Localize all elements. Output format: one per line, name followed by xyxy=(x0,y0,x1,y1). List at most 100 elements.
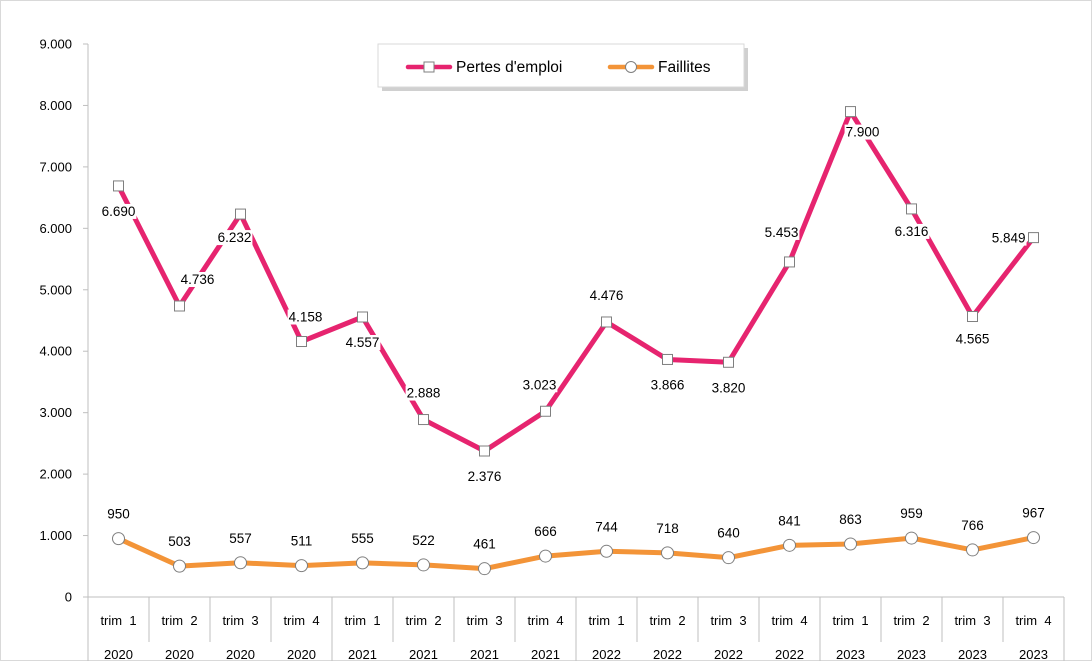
data-label-bg xyxy=(167,534,192,550)
data-point-pertes xyxy=(723,356,734,368)
y-tick-label: 0 xyxy=(65,590,72,605)
data-point-faillites xyxy=(356,556,369,570)
data-point-faillites xyxy=(905,531,918,545)
data-label-faillites: 863 xyxy=(839,512,862,527)
x-tick-label-quarter: trim 1 xyxy=(588,613,624,628)
data-label-bg xyxy=(763,224,800,240)
data-label-bg xyxy=(216,230,253,246)
data-point-faillites xyxy=(478,562,491,576)
x-tick-label-quarter: trim 4 xyxy=(283,613,319,628)
data-label-pertes: 7.900 xyxy=(846,125,880,140)
data-label-bg xyxy=(350,530,375,546)
data-label-faillites: 666 xyxy=(534,524,557,539)
data-label-pertes: 4.476 xyxy=(590,288,624,303)
data-label-faillites: 950 xyxy=(107,507,130,522)
x-tick-label-quarter: trim 3 xyxy=(710,613,746,628)
data-label-faillites: 557 xyxy=(229,531,252,546)
x-tick-label-quarter: trim 2 xyxy=(405,613,441,628)
data-label-faillites: 967 xyxy=(1022,506,1045,521)
x-tick-label-year: 2021 xyxy=(470,647,499,661)
x-tick-label-quarter: trim 3 xyxy=(954,613,990,628)
data-label-faillites: 744 xyxy=(595,519,618,534)
x-tick-label-quarter: trim 2 xyxy=(161,613,197,628)
data-label-bg xyxy=(844,124,881,140)
data-label-bg xyxy=(594,519,620,535)
data-label-bg xyxy=(106,506,131,522)
y-tick-label: 9.000 xyxy=(39,37,72,52)
data-label-bg xyxy=(521,377,558,393)
data-point-pertes xyxy=(906,203,917,215)
data-label-bg xyxy=(411,532,436,548)
data-label-bg xyxy=(710,380,747,396)
data-point-faillites xyxy=(234,556,247,570)
x-tick-label-year: 2020 xyxy=(287,647,316,661)
data-point-pertes xyxy=(418,414,429,426)
data-label-bg xyxy=(179,271,216,287)
legend-marker-faillites xyxy=(625,61,637,73)
x-tick-label-quarter: trim 1 xyxy=(344,613,380,628)
data-point-pertes xyxy=(662,353,673,365)
x-tick-label-quarter: trim 3 xyxy=(222,613,258,628)
x-tick-label-year: 2023 xyxy=(1019,647,1048,661)
data-label-faillites: 555 xyxy=(351,531,374,546)
data-label-pertes: 4.158 xyxy=(289,310,323,325)
data-point-pertes xyxy=(479,445,490,457)
data-label-pertes: 6.232 xyxy=(218,230,252,245)
x-tick-label-quarter: trim 4 xyxy=(527,613,563,628)
x-tick-label-quarter: trim 2 xyxy=(649,613,685,628)
y-tick-label: 2.000 xyxy=(39,467,72,482)
y-tick-label: 3.000 xyxy=(39,405,72,420)
data-point-faillites xyxy=(539,549,552,563)
data-label-bg xyxy=(716,525,741,541)
data-point-pertes xyxy=(784,256,795,268)
data-label-bg xyxy=(990,230,1027,246)
data-point-pertes xyxy=(296,336,307,348)
x-tick-label-year: 2020 xyxy=(226,647,255,661)
x-tick-label-year: 2020 xyxy=(165,647,194,661)
data-label-bg xyxy=(533,524,558,540)
data-point-pertes xyxy=(174,300,185,312)
data-point-pertes xyxy=(540,405,551,417)
data-label-pertes: 4.565 xyxy=(956,332,990,347)
x-tick-label-year: 2021 xyxy=(531,647,560,661)
data-point-pertes xyxy=(1028,232,1039,244)
y-tick-label: 4.000 xyxy=(39,344,72,359)
legend-label-pertes: Pertes d'emploi xyxy=(456,59,562,76)
data-point-faillites xyxy=(783,538,796,552)
data-label-faillites: 718 xyxy=(656,521,679,536)
data-label-pertes: 3.023 xyxy=(523,377,557,392)
x-tick-label-year: 2021 xyxy=(409,647,438,661)
data-label-pertes: 6.690 xyxy=(102,204,136,219)
x-tick-label-year: 2023 xyxy=(836,647,865,661)
x-tick-label-year: 2022 xyxy=(653,647,682,661)
legend-label-faillites: Faillites xyxy=(658,59,711,76)
data-point-faillites xyxy=(600,544,613,558)
x-tick-label-quarter: trim 1 xyxy=(832,613,868,628)
data-label-bg xyxy=(649,377,686,393)
data-label-bg xyxy=(405,385,442,401)
data-point-faillites xyxy=(844,537,857,551)
series-line-faillites xyxy=(116,535,1036,572)
x-tick-label-quarter: trim 3 xyxy=(466,613,502,628)
data-label-bg xyxy=(954,331,991,347)
data-label-faillites: 959 xyxy=(900,506,923,521)
data-point-pertes xyxy=(967,311,978,323)
data-label-bg xyxy=(289,533,314,549)
data-label-faillites: 522 xyxy=(412,533,435,548)
x-tick-label-quarter: trim 2 xyxy=(893,613,929,628)
data-label-bg xyxy=(893,223,930,239)
series-line-pertes xyxy=(116,109,1036,454)
x-tick-label-quarter: trim 4 xyxy=(1015,613,1051,628)
x-tick-label-year: 2023 xyxy=(958,647,987,661)
data-label-faillites: 640 xyxy=(717,526,740,541)
data-label-bg xyxy=(655,520,680,536)
data-label-bg xyxy=(777,513,802,529)
x-tick-label-year: 2022 xyxy=(714,647,743,661)
x-tick-label-quarter: trim 1 xyxy=(100,613,136,628)
data-point-faillites xyxy=(661,546,674,560)
y-tick-label: 1.000 xyxy=(39,528,72,543)
data-point-pertes xyxy=(113,180,124,192)
data-label-pertes: 5.453 xyxy=(765,225,799,240)
